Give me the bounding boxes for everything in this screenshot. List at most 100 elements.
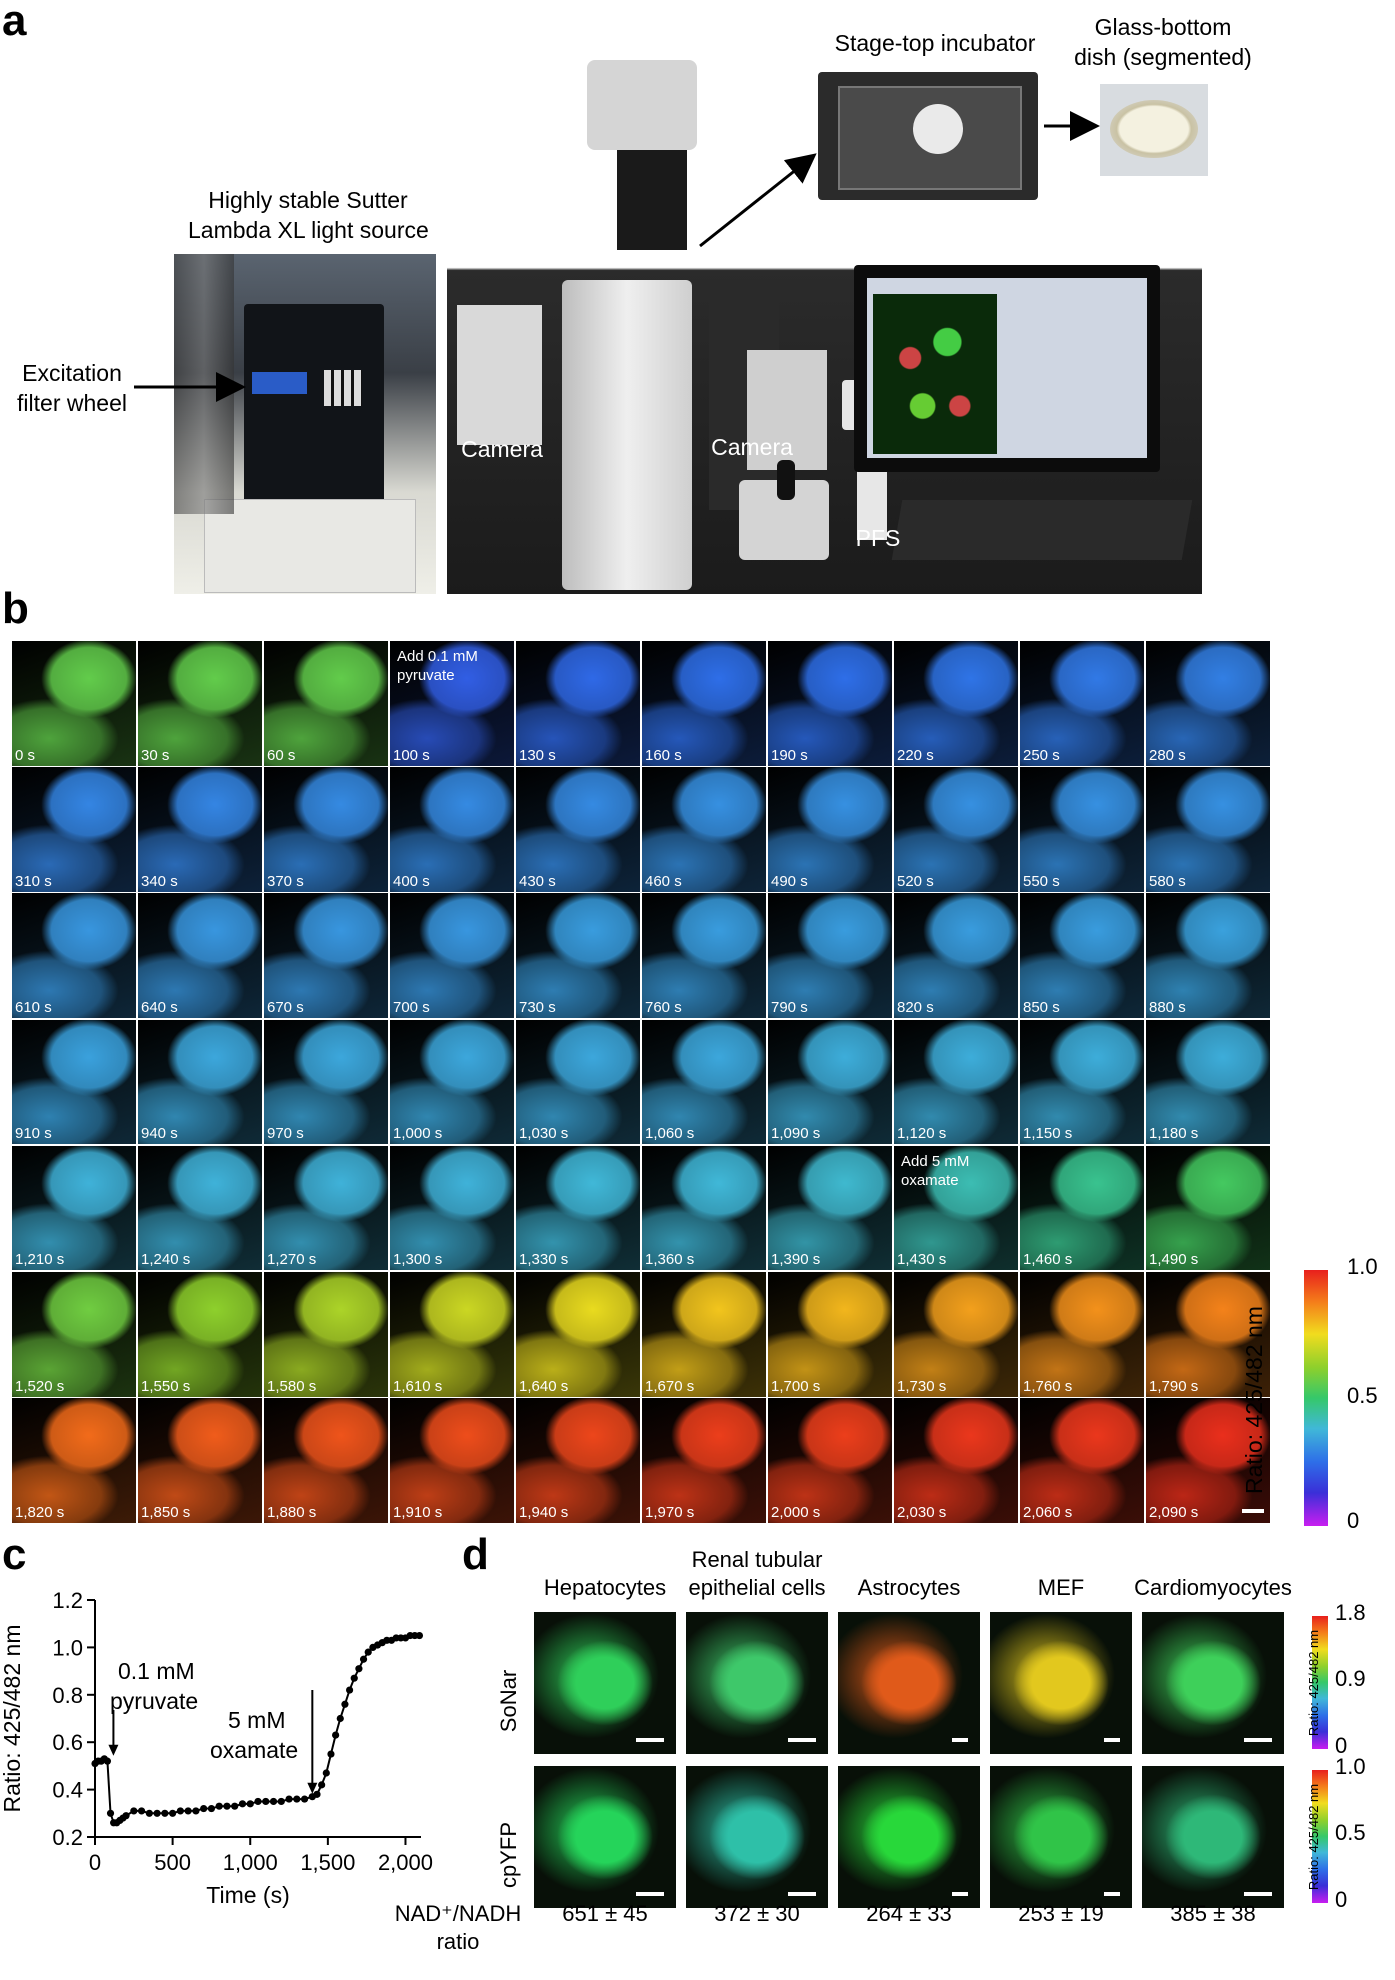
frame-annotation: Add 5 mM oxamate	[901, 1152, 970, 1189]
frame-time-label: 520 s	[897, 872, 934, 890]
colorbar-b-label: Ratio: 425/482 nm	[1241, 1306, 1267, 1494]
time-lapse-frame: 1,940 s	[516, 1398, 641, 1523]
time-lapse-frame: 0 s	[12, 641, 137, 766]
data-point	[137, 1807, 146, 1815]
data-point	[200, 1804, 208, 1813]
data-point	[293, 1795, 301, 1803]
time-lapse-frame: 1,270 s	[264, 1145, 389, 1271]
incubator-photo	[818, 72, 1038, 200]
frame-time-label: 610 s	[15, 998, 52, 1016]
frame-time-label: 1,730 s	[897, 1377, 947, 1395]
time-lapse-frame: 1,360 s	[642, 1145, 767, 1271]
camera-label-1: Camera	[461, 436, 543, 462]
frame-time-label: 550 s	[1023, 872, 1060, 890]
time-lapse-frame: 700 s	[390, 893, 515, 1018]
time-lapse-frame: 1,490 s	[1146, 1145, 1271, 1271]
time-lapse-frame: 1,060 s	[642, 1019, 767, 1145]
pyruvate-label-2: pyruvate	[110, 1688, 198, 1714]
camera-label-2: Camera	[711, 434, 793, 460]
y-tick-label: 0.8	[52, 1683, 83, 1708]
time-lapse-frame: 2,030 s	[894, 1398, 1019, 1523]
nad-ratio-label: NAD⁺/NADH ratio	[378, 1900, 538, 1956]
colorbar-b	[1304, 1270, 1328, 1526]
data-point	[318, 1781, 326, 1789]
scale-bar	[1242, 1508, 1265, 1513]
time-lapse-frame: 1,820 s	[12, 1398, 137, 1523]
nad-ratio-value: 264 ± 33	[866, 1901, 952, 1926]
column-header: MEF	[1037, 1575, 1085, 1600]
panel-label-a: a	[2, 0, 27, 45]
frame-time-label: 1,880 s	[267, 1503, 317, 1521]
frame-time-label: 1,640 s	[519, 1377, 569, 1395]
frame-time-label: 130 s	[519, 746, 556, 764]
panel-label-c: c	[2, 1530, 27, 1579]
data-point	[313, 1790, 321, 1798]
colorbar-cpyfp-tick-top: 1.0	[1335, 1754, 1366, 1779]
time-lapse-frame: 640 s	[138, 893, 263, 1018]
frame-time-label: 1,700 s	[771, 1377, 821, 1395]
x-tick-label: 0	[89, 1850, 101, 1875]
data-point	[336, 1714, 344, 1723]
time-lapse-frame: 1,030 s	[516, 1019, 641, 1145]
column-header-line: Renal tubular	[691, 1547, 823, 1572]
time-lapse-frame: 60 s	[264, 641, 389, 766]
x-axis-label: Time (s)	[206, 1882, 289, 1908]
frame-time-label: 970 s	[267, 1125, 304, 1143]
sonar-cell-image	[1142, 1612, 1284, 1754]
time-lapse-frame: 370 s	[264, 767, 389, 892]
time-lapse-frame: 1,000 s	[390, 1019, 515, 1145]
frame-time-label: 1,850 s	[141, 1503, 191, 1521]
time-lapse-frame: 670 s	[264, 893, 389, 1018]
frame-time-label: 1,550 s	[141, 1377, 191, 1395]
data-point	[359, 1655, 368, 1663]
dish-photo	[1100, 84, 1208, 176]
frame-time-label: 1,360 s	[645, 1251, 695, 1269]
ratio-time-chart: 0.2 0.4 0.6 0.8 1.0 1.2 0 500 1,000 1,500 2,000 Tim…	[0, 1588, 433, 1908]
time-lapse-frame: 730 s	[516, 893, 641, 1018]
frame-time-label: 310 s	[15, 872, 52, 890]
frame-time-label: 730 s	[519, 998, 556, 1016]
frame-time-label: 1,580 s	[267, 1377, 317, 1395]
frame-time-label: 250 s	[1023, 746, 1060, 764]
frame-time-label: 940 s	[141, 1125, 178, 1143]
frame-time-label: 190 s	[771, 746, 808, 764]
data-point	[184, 1807, 192, 1815]
time-lapse-frame: 460 s	[642, 767, 767, 892]
time-lapse-frame: 130 s	[516, 641, 641, 766]
colorbar-cpyfp-tick-bottom: 0	[1335, 1887, 1348, 1912]
frame-time-label: 1,760 s	[1023, 1377, 1073, 1395]
time-lapse-frame: 760 s	[642, 893, 767, 1018]
colorbar-cpyfp-tick-mid: 0.5	[1335, 1820, 1366, 1845]
frame-time-label: 1,210 s	[15, 1251, 65, 1269]
data-point	[327, 1750, 335, 1758]
frame-time-label: 850 s	[1023, 998, 1060, 1016]
data-point	[254, 1797, 262, 1806]
data-point	[345, 1686, 354, 1694]
time-lapse-frame: 970 s	[264, 1019, 389, 1145]
scale-bar	[952, 1738, 968, 1742]
data-point	[238, 1800, 247, 1808]
frame-time-label: 1,240 s	[141, 1251, 191, 1269]
frame-time-label: 340 s	[141, 872, 178, 890]
time-lapse-frame: 1,210 s	[12, 1145, 137, 1271]
time-lapse-grid: 0 s 30 s 60 s 100 s Add 0.1 mM pyruvate 130 s…	[12, 641, 1274, 1527]
frame-time-label: 580 s	[1149, 872, 1186, 890]
frame-time-label: 1,430 s	[897, 1251, 947, 1269]
data-point	[341, 1700, 349, 1708]
panel-label-b: b	[2, 584, 29, 633]
scale-bar	[788, 1738, 816, 1742]
data-point	[122, 1812, 130, 1820]
time-lapse-frame: 910 s	[12, 1019, 137, 1145]
time-lapse-frame: 1,730 s	[894, 1272, 1019, 1397]
frame-time-label: 220 s	[897, 746, 934, 764]
time-lapse-frame: 1,430 s Add 5 mM oxamate	[894, 1145, 1019, 1271]
time-lapse-frame: 1,610 s	[390, 1272, 515, 1397]
time-lapse-frame: 250 s	[1020, 641, 1145, 766]
time-lapse-frame: 1,240 s	[138, 1145, 263, 1271]
colorbar-sonar	[1312, 1616, 1328, 1749]
data-point	[300, 1795, 309, 1803]
time-lapse-frame: 2,090 s	[1146, 1398, 1271, 1523]
data-point	[130, 1807, 138, 1815]
sonar-cell-image	[534, 1612, 676, 1754]
data-point	[415, 1631, 424, 1640]
